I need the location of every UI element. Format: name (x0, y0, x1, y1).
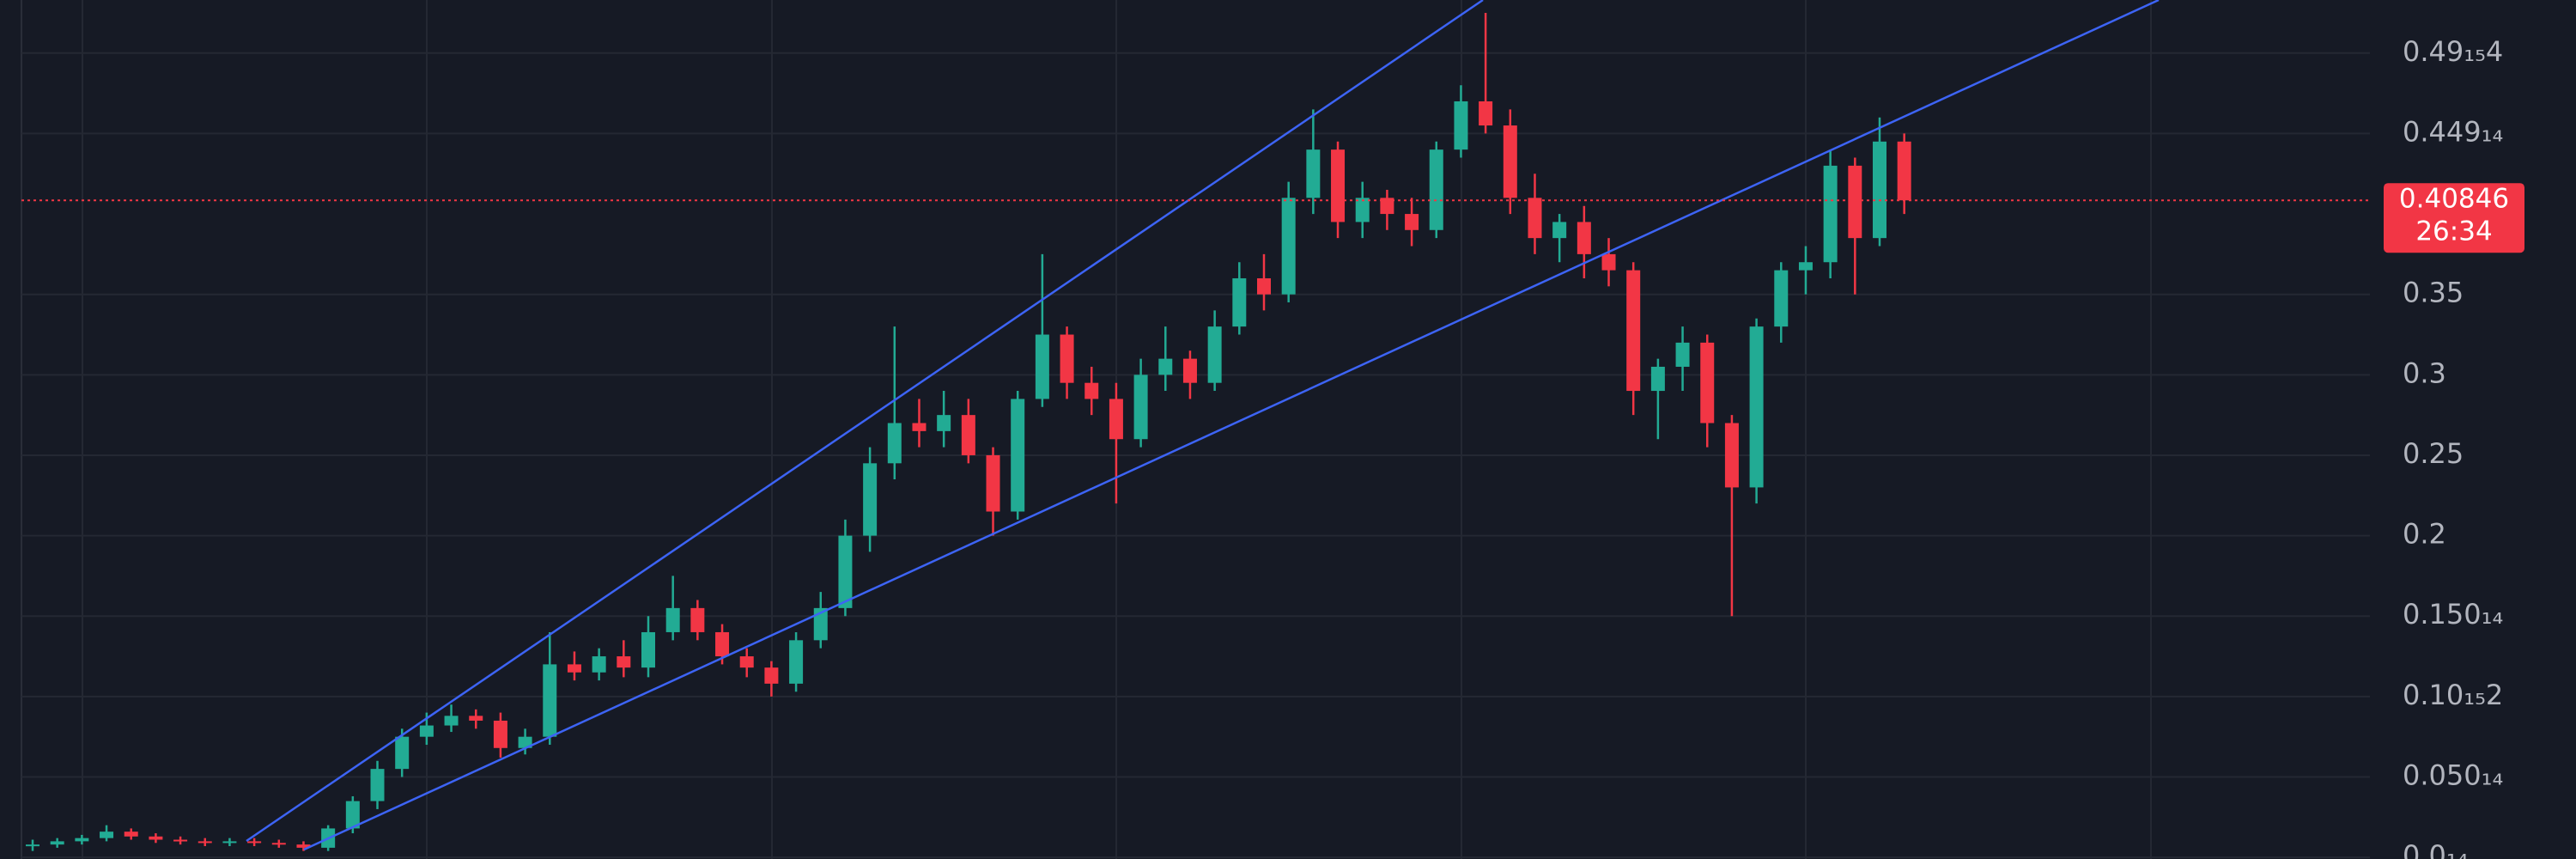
y-tick-label: 0.0₁₄ (2403, 839, 2469, 859)
candle-body (937, 415, 951, 431)
y-tick-label: 0.35 (2403, 277, 2464, 309)
trend-line-upper (246, 0, 1484, 843)
candle-body (149, 836, 163, 840)
candle-body (75, 838, 89, 842)
candle-body (222, 841, 237, 844)
candle-body (1749, 326, 1764, 488)
last-price-label: 0.40846 (2399, 184, 2509, 215)
candle-body (1626, 270, 1641, 392)
candle-body (1454, 101, 1468, 150)
candle-body (1700, 342, 1715, 423)
candle-body (789, 640, 804, 684)
candle-body (1306, 149, 1321, 198)
candle-body (493, 720, 507, 748)
trend-lines (246, 0, 2160, 851)
candle-body (1552, 222, 1567, 239)
price-grid (21, 52, 2370, 859)
candle-body (419, 725, 434, 737)
candle-body (1331, 149, 1346, 222)
candle-body (395, 736, 410, 770)
y-tick-label: 0.449₁₄ (2403, 115, 2503, 148)
candle-body (296, 844, 311, 848)
candle-body (1897, 141, 1911, 201)
candle-body (1823, 165, 1838, 263)
candle-body (1281, 198, 1296, 295)
candle-body (690, 607, 705, 632)
candle-body (173, 839, 188, 842)
candle-body (271, 843, 286, 845)
candle-body (1577, 222, 1591, 254)
candle-body (592, 656, 606, 673)
candle-body (641, 631, 655, 668)
candle-body (1650, 366, 1665, 392)
candle-body (100, 832, 114, 838)
candle-body (764, 667, 779, 684)
candle-body (1528, 198, 1542, 239)
candle-body (1011, 399, 1025, 512)
candle-body (197, 841, 212, 844)
candle-body (1084, 382, 1099, 399)
candle-body (986, 454, 1000, 512)
candle-body (961, 415, 975, 455)
y-tick-label: 0.49₁₅4 (2403, 35, 2503, 68)
candle-body (739, 656, 754, 668)
candle-body (1182, 358, 1197, 383)
candle-body (1798, 262, 1813, 271)
y-tick-label: 0.10₁₅2 (2403, 679, 2503, 711)
y-tick-label: 0.050₁₄ (2403, 758, 2503, 791)
candle-body (518, 736, 532, 748)
candle-body (469, 716, 483, 721)
y-tick-label: 0.2 (2403, 518, 2446, 551)
candle-body (665, 607, 680, 632)
candles (26, 12, 1911, 851)
y-tick-label: 0.25 (2403, 437, 2464, 470)
candle-body (1035, 334, 1049, 399)
candle-body (617, 656, 631, 668)
y-tick-label: 0.3 (2403, 356, 2446, 389)
candle-body (26, 844, 39, 847)
candle-body (1133, 375, 1148, 440)
candle-body (1873, 141, 1886, 239)
candle-body (1503, 125, 1517, 198)
countdown-label: 26:34 (2415, 216, 2492, 247)
candle-body (370, 769, 385, 801)
candle-body (345, 801, 360, 829)
candle-body (1257, 277, 1271, 295)
candle-body (1158, 358, 1173, 375)
candle-body (1060, 334, 1074, 383)
candle-body (1675, 342, 1690, 367)
candle-body (124, 832, 138, 837)
candle-body (1601, 253, 1616, 271)
candle-body (1405, 214, 1419, 230)
candle-body (1429, 149, 1443, 230)
candle-body (567, 664, 581, 673)
candle-body (50, 841, 64, 845)
candle-body (1109, 399, 1123, 440)
candle-body (838, 535, 853, 608)
candle-body (1848, 165, 1862, 239)
candle-body (1479, 101, 1493, 126)
candle-body (444, 716, 459, 726)
candle-body (1380, 198, 1394, 215)
candle-body (912, 423, 927, 431)
y-tick-label: 0.150₁₄ (2403, 598, 2503, 631)
candle-body (1232, 277, 1247, 327)
last-price-box (2384, 183, 2524, 253)
candle-body (247, 841, 262, 844)
candle-body (887, 423, 902, 464)
candle-body (1724, 423, 1739, 488)
candle-body (1355, 198, 1370, 222)
candle-body (543, 664, 557, 737)
price-axis: 0.49₁₅4 0.449₁₄ 0.35 0.3 0.25 0.2 0.150₁₄ 0.10₁… (2403, 35, 2503, 859)
candle-body (715, 631, 730, 657)
candle-body (1774, 270, 1789, 327)
candle-body (1207, 326, 1222, 383)
trend-line-lower (303, 0, 2160, 851)
candle-body (863, 463, 878, 536)
candle-body (813, 607, 828, 641)
